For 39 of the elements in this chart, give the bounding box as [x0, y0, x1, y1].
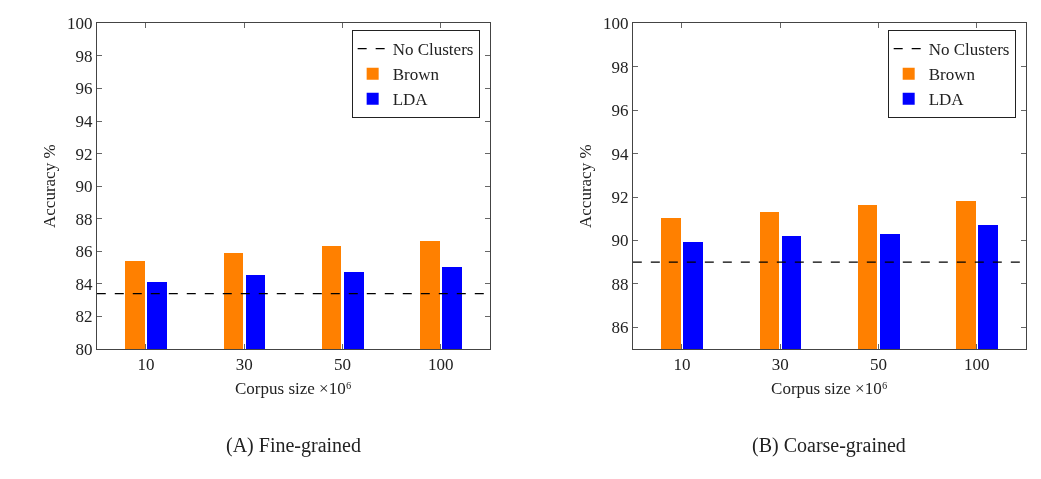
- y-tick-label: 100: [66, 14, 93, 34]
- x-tick-label: 30: [235, 355, 253, 375]
- legend-label: Brown: [392, 65, 440, 85]
- y-tick-label: 98: [75, 46, 93, 66]
- y-tick-label: 100: [602, 14, 629, 34]
- y-tick-label: 90: [611, 231, 629, 251]
- y-tick-label: 80: [75, 339, 93, 359]
- y-tick-label: 92: [611, 188, 629, 207]
- y-tick-label: 94: [611, 144, 629, 164]
- text: (A) Fine-grained: [226, 434, 361, 457]
- y-axis-title: Accuracy %: [576, 144, 596, 228]
- y-tick-label: 94: [75, 112, 93, 132]
- legend-label: Brown: [928, 65, 976, 85]
- legend-label: No Clusters: [928, 40, 1010, 60]
- y-axis-title: Accuracy %: [40, 144, 60, 228]
- x-tick-label: 10: [673, 355, 691, 375]
- y-tick-label: 88: [611, 274, 629, 294]
- y-tick-label: 88: [75, 209, 93, 229]
- y-tick-label: 96: [75, 79, 93, 99]
- y-tick-label: 92: [75, 144, 93, 164]
- x-tick-label: 50: [333, 355, 351, 375]
- y-tick-label: 98: [611, 57, 629, 77]
- x-tick-label: 10: [137, 355, 155, 375]
- text: (B) Coarse-grained: [752, 434, 906, 457]
- x-axis-title: Corpus size ×10⁶: [771, 378, 888, 398]
- legend-label: LDA: [928, 90, 965, 110]
- y-tick-label: 86: [75, 242, 93, 262]
- y-tick-label: 82: [75, 307, 93, 327]
- x-tick-label: 100: [427, 355, 454, 375]
- y-tick-label: 90: [75, 177, 93, 197]
- x-axis-title: Corpus size ×10⁶: [235, 378, 352, 398]
- y-tick-label: 96: [611, 101, 629, 121]
- y-tick-label: 84: [75, 274, 93, 294]
- legend-label: LDA: [392, 90, 429, 110]
- x-tick-label: 100: [964, 355, 990, 375]
- x-tick-label: 30: [771, 355, 789, 375]
- y-tick-label: 86: [611, 318, 629, 338]
- legend-label: No Clusters: [392, 40, 474, 60]
- x-tick-label: 50: [869, 355, 887, 375]
